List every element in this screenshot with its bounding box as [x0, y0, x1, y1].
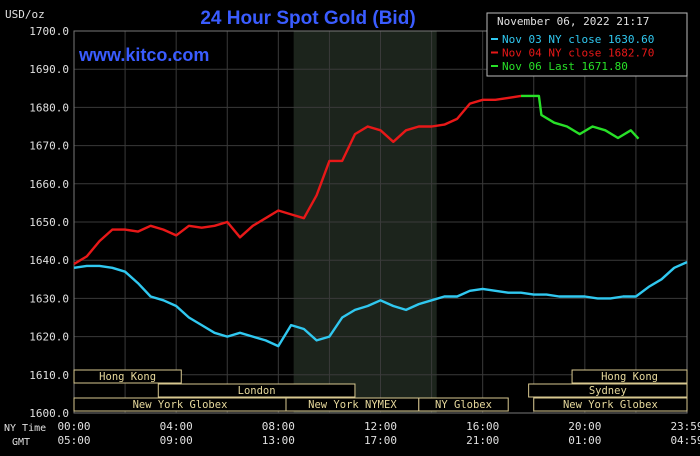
session-label: Hong Kong [99, 371, 156, 383]
legend-box [486, 12, 688, 77]
session-bar [73, 369, 182, 384]
series-line [73, 94, 522, 266]
x-tick-label: 00:00 [57, 420, 90, 433]
price-series [73, 94, 688, 348]
session-bar [418, 397, 509, 412]
gmt-tick-label: 17:00 [364, 434, 397, 447]
y-axis-label: USD/oz [5, 8, 45, 21]
x-tick-label: 16:00 [466, 420, 499, 433]
series-line [73, 261, 688, 348]
y-tick-labels: 1700.0 1690.0 1680.0 1670.0 1660.0 1650.0 1640… [29, 25, 69, 420]
y-tick-label: 1670.0 [29, 140, 69, 153]
series-line [521, 94, 640, 140]
gmt-tick-label: 09:00 [160, 434, 193, 447]
session-bar [533, 397, 688, 412]
gmt-tick-label: 05:00 [57, 434, 90, 447]
gmt-tick-label: 04:59 [670, 434, 700, 447]
session-bar [571, 369, 688, 384]
gmt-tick-label: 13:00 [262, 434, 295, 447]
y-tick-label: 1660.0 [29, 178, 69, 191]
kitco-watermark: www.kitco.com [78, 45, 209, 65]
gmt-tick-label: 01:00 [568, 434, 601, 447]
x-tick-label: 08:00 [262, 420, 295, 433]
session-label: New York NYMEX [308, 399, 397, 411]
session-label: Hong Kong [601, 371, 658, 383]
y-tick-label: 1700.0 [29, 25, 69, 38]
grid-lines [73, 30, 688, 414]
ny-time-label: NY Time [4, 423, 46, 434]
x-tick-label: 23:59 [670, 420, 700, 433]
legend-entry: Nov 04 NY close 1682.70 [502, 47, 654, 60]
legend-entry: Nov 03 NY close 1630.60 [502, 33, 654, 46]
x-tick-label: 04:00 [160, 420, 193, 433]
session-label: New York Globex [563, 399, 658, 411]
x-tick-label: 12:00 [364, 420, 397, 433]
y-tick-label: 1690.0 [29, 63, 69, 76]
gmt-tick-label: 21:00 [466, 434, 499, 447]
market-sessions: Hong Kong Hong Kong London Sydney New York G… [73, 369, 688, 412]
session-label: Sydney [589, 385, 627, 397]
session-label: NY Globex [435, 399, 492, 411]
session-bar [528, 383, 688, 398]
y-tick-label: 1650.0 [29, 216, 69, 229]
session-label: New York Globex [133, 399, 228, 411]
y-tick-label: 1630.0 [29, 292, 69, 305]
plot-frame [73, 30, 688, 414]
chart-title: 24 Hour Spot Gold (Bid) [200, 8, 415, 29]
gmt-label: GMT [12, 437, 30, 448]
legend-timestamp: November 06, 2022 21:17 [497, 15, 649, 28]
y-tick-label: 1610.0 [29, 369, 69, 382]
x-tick-labels: 00:00 04:00 08:00 12:00 16:00 20:00 23:59 05:00… [57, 420, 700, 447]
session-bar [157, 383, 356, 398]
session-label: London [238, 385, 276, 397]
y-tick-label: 1680.0 [29, 101, 69, 114]
y-tick-label: 1600.0 [29, 407, 69, 420]
y-tick-label: 1640.0 [29, 254, 69, 267]
legend-entry: Nov 06 Last 1671.80 [502, 60, 628, 73]
x-tick-label: 20:00 [568, 420, 601, 433]
y-tick-label: 1620.0 [29, 331, 69, 344]
legend: November 06, 2022 21:17 Nov 03 NY close … [486, 12, 688, 77]
